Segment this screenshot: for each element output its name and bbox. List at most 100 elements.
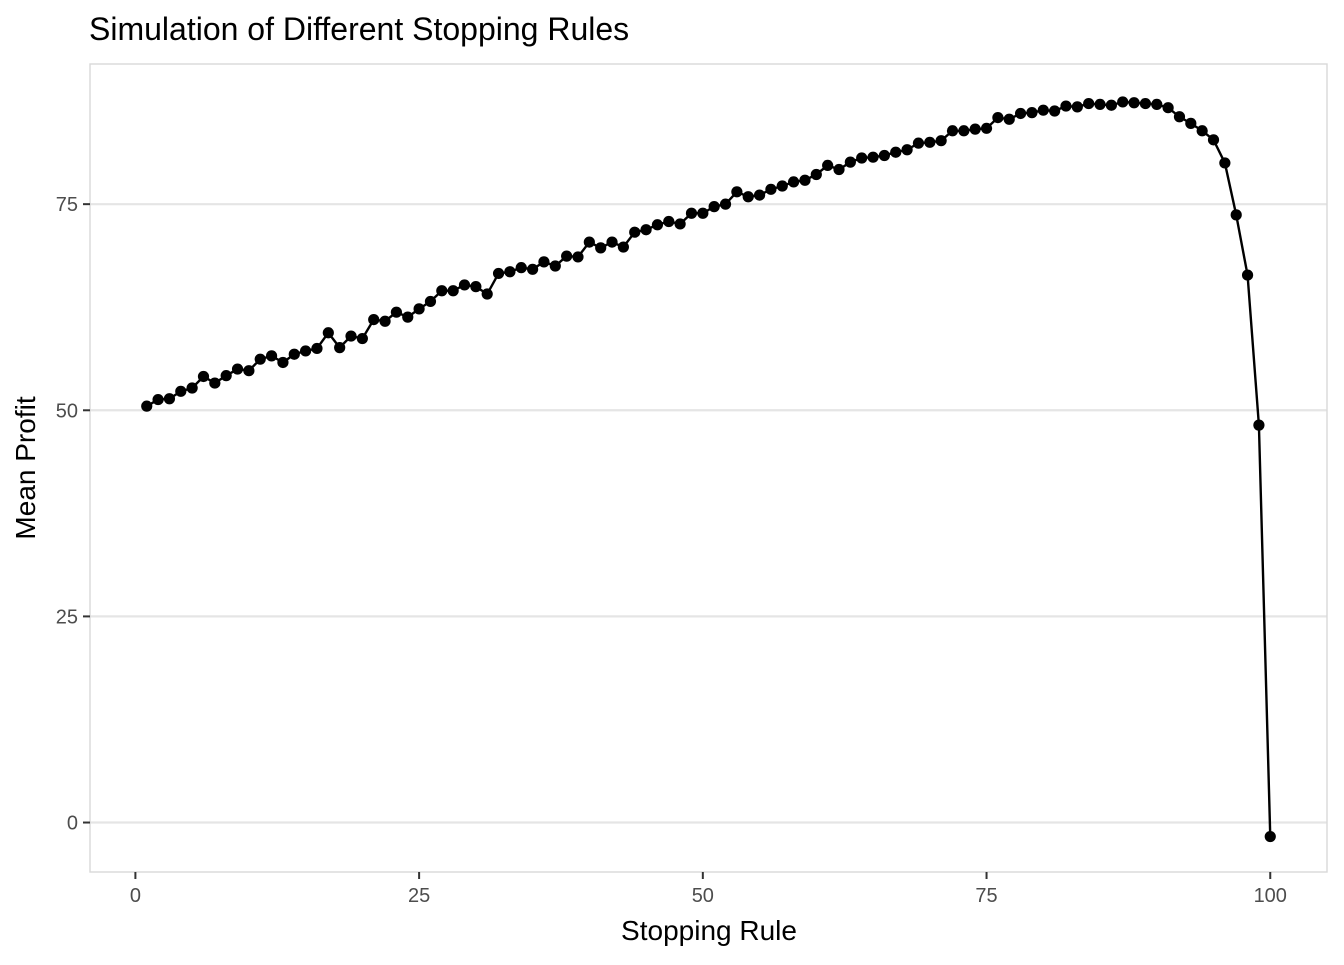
data-point [1071,101,1083,113]
y-tick-label: 0 [67,813,78,835]
data-point [277,356,289,369]
data-point [640,224,652,236]
data-point [197,370,210,383]
data-point [186,382,198,394]
series-line [146,100,1272,837]
data-point [572,251,584,263]
data-point [901,144,913,156]
data-point [504,266,516,278]
y-tick-label: 50 [56,400,78,422]
axes: 0 25 50 75 0 25 50 75 100 [56,194,1287,907]
data-point [379,315,391,327]
data-point [776,180,788,192]
y-tick-label: 75 [56,194,78,216]
data-point [436,285,448,297]
data-point [1105,99,1117,111]
data-point [742,191,754,203]
data-point [651,219,664,231]
data-point [946,125,959,137]
data-point [152,393,164,406]
data-point [345,330,357,342]
data-point [334,342,346,354]
data-point [481,288,493,300]
data-point [867,151,879,163]
data-point [753,189,766,201]
data-point [606,236,618,248]
data-point [492,267,505,280]
data-point [1230,209,1242,221]
data-point [1003,113,1015,125]
data-point [890,146,902,158]
data-point [992,111,1004,124]
data-point [265,350,278,362]
data-point [663,215,675,228]
data-point [163,393,176,405]
data-point [390,306,403,318]
data-point [368,313,380,326]
data-series [141,96,1276,843]
data-point [1139,97,1152,110]
data-point [413,303,425,315]
data-point [470,281,482,293]
data-point [1094,98,1106,110]
x-tick-label: 100 [1254,885,1287,907]
data-point [1037,104,1049,116]
data-point [1083,97,1095,110]
data-point [527,263,539,275]
data-point [1117,96,1129,108]
data-point [458,279,471,291]
data-point [1014,107,1027,120]
data-point [515,262,527,274]
data-point [1049,105,1061,117]
data-point [322,327,334,339]
data-point [1241,269,1254,281]
chart-title: Simulation of Different Stopping Rules [89,11,629,47]
data-point [765,183,777,195]
data-point [629,226,641,238]
data-point [583,236,595,248]
data-point [935,135,947,147]
data-point [447,285,459,297]
data-point [1185,117,1197,129]
data-point [1173,111,1186,123]
data-point [799,174,811,186]
data-point [822,159,834,172]
data-point [719,198,732,210]
x-tick-label: 50 [692,885,714,907]
plot-panel-border [89,63,1328,873]
data-point [288,348,300,360]
x-tick-label: 25 [408,885,430,907]
gridlines [90,203,1327,824]
x-axis-title: Stopping Rule [621,915,797,946]
data-point [1253,419,1265,431]
data-point [844,156,856,168]
data-point [1026,107,1038,119]
data-point [561,250,573,262]
data-point [1219,157,1231,169]
data-point [1060,100,1072,112]
data-point [1128,97,1140,109]
data-point [424,295,437,308]
data-point [617,241,629,253]
data-point [708,201,720,213]
data-point [538,256,550,268]
data-point [1207,134,1220,146]
data-point [833,163,845,176]
data-point [243,365,255,377]
data-point [402,311,414,323]
data-point [254,353,266,365]
data-point [549,260,561,272]
data-point [300,345,312,357]
data-point [731,186,743,198]
data-point [788,176,800,188]
data-point [311,342,323,355]
data-point [220,370,232,382]
data-point [1196,125,1208,137]
data-point [856,152,868,164]
data-point [231,363,244,375]
data-point [209,377,221,389]
y-axis-title: Mean Profit [10,396,41,539]
data-point [1264,830,1276,843]
